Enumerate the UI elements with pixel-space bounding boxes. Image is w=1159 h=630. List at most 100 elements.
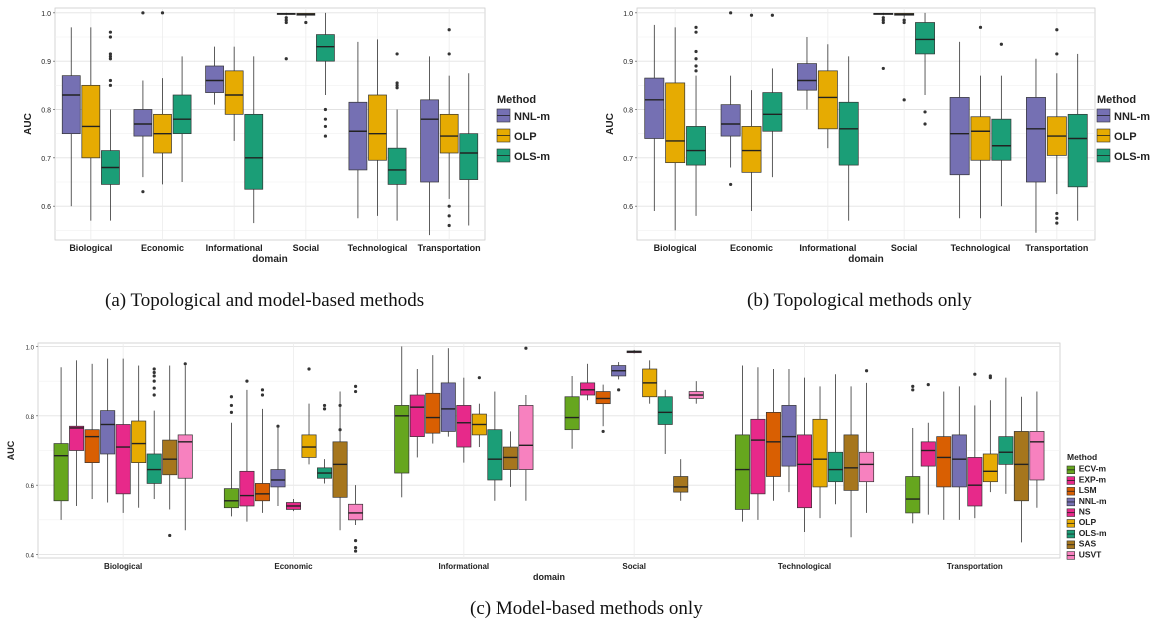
box-body — [741, 126, 762, 173]
x-tick-label: Biological — [654, 243, 697, 253]
outlier-point — [152, 374, 156, 378]
outlier-point — [923, 122, 927, 126]
outlier-point — [447, 52, 451, 56]
box-body — [828, 451, 844, 483]
outlier-point — [1055, 52, 1059, 56]
box-body — [244, 113, 264, 190]
box-body — [387, 147, 407, 185]
x-tick-label: Transportation — [1025, 243, 1088, 253]
outlier-point — [694, 30, 698, 34]
outlier-point — [694, 25, 698, 29]
box-body — [595, 391, 611, 405]
box-USVT-Biological — [177, 362, 193, 531]
outlier-point — [141, 190, 145, 194]
outlier-point — [447, 28, 451, 32]
box-NNL-m-Economic — [133, 11, 153, 194]
box-ECV-m-Economic — [223, 395, 239, 517]
box-OLS-m-Social — [657, 389, 673, 454]
box-body — [440, 382, 456, 432]
box-body — [205, 65, 224, 93]
x-tick-label: Transportation — [418, 243, 481, 253]
caption-b: (b) Topological methods only — [747, 290, 972, 311]
box-OLP-Social — [642, 360, 658, 404]
box-NNL-m-Informational — [440, 348, 456, 437]
x-tick-label: Economic — [274, 562, 313, 571]
box-ECV-m-Biological — [53, 367, 69, 520]
box-USVT-Transportation — [1029, 391, 1045, 508]
x-tick-label: Technological — [348, 243, 408, 253]
box-body — [762, 92, 783, 132]
chart-panel-b: 0.6 0.7 0.8 0.9 1.0 Biological Economic Informa… — [585, 0, 1159, 275]
box-body — [797, 63, 817, 91]
box-body — [859, 451, 875, 483]
outlier-point — [911, 388, 915, 392]
outlier-point — [999, 42, 1003, 46]
box-EXP-m-Social — [580, 363, 596, 401]
box-body — [425, 392, 441, 434]
box-OLP-Social — [296, 12, 316, 25]
box-body — [394, 405, 410, 474]
outlier-point — [284, 20, 288, 25]
box-SAS-Technological — [843, 386, 859, 538]
box-OLS-m-Transportation — [459, 73, 479, 226]
box-body — [223, 488, 239, 509]
outlier-point — [694, 64, 698, 68]
box-NNL-m-Technological — [348, 41, 368, 219]
legend-label-EXP-m: EXP-m — [1079, 474, 1107, 484]
box-OLP-Technological — [368, 39, 387, 216]
x-tick-label: Informational — [206, 243, 263, 253]
box-NS-Economic — [286, 499, 301, 512]
outlier-point — [322, 407, 327, 411]
legend-title: Method — [1067, 452, 1097, 462]
box-OLP-Transportation — [982, 374, 998, 493]
legend-label-USVT: USVT — [1079, 549, 1102, 559]
box-body — [970, 116, 991, 161]
box-SAS-Informational — [502, 431, 518, 487]
outlier-point — [152, 393, 156, 397]
box-EXP-m-Biological — [69, 360, 85, 506]
box-body — [224, 70, 244, 115]
box-body — [991, 118, 1012, 161]
legend-label-NNL-m: NNL-m — [1079, 496, 1107, 506]
outlier-point — [353, 384, 358, 388]
outlier-point — [152, 386, 156, 390]
box-OLS-m-Transportation — [998, 377, 1014, 494]
outlier-point — [183, 362, 187, 366]
box-OLP-Biological — [131, 365, 147, 508]
outlier-point — [353, 539, 358, 543]
box-OLS-m-Transportation — [1067, 53, 1088, 221]
outlier-point — [108, 57, 113, 61]
box-SAS-Biological — [162, 365, 178, 538]
box-body — [409, 394, 425, 437]
legend-label-NNL-m: NNL-m — [1114, 111, 1150, 123]
box-body — [162, 439, 178, 476]
outlier-point — [729, 182, 733, 187]
outlier-point — [353, 549, 358, 553]
box-body — [1067, 113, 1088, 188]
box-body — [905, 476, 921, 514]
outlier-point — [284, 57, 288, 61]
box-body — [580, 382, 596, 396]
box-body — [982, 453, 998, 483]
outlier-point — [881, 18, 885, 22]
box-body — [920, 441, 936, 467]
box-SAS-Transportation — [1013, 396, 1029, 543]
box-ECV-m-Technological — [734, 365, 750, 522]
outlier-point — [168, 533, 172, 538]
outlier-point — [152, 379, 156, 383]
y-tick-label: 0.7 — [623, 156, 633, 163]
box-body — [686, 126, 706, 166]
legend-label-OLS-m: OLS-m — [1079, 528, 1107, 538]
box-OLS-m-Economic — [172, 56, 192, 182]
box-USVT-Social — [688, 381, 704, 404]
x-tick-label: Social — [622, 562, 646, 571]
box-body — [843, 434, 859, 491]
box-body — [420, 99, 439, 183]
box-body — [301, 434, 317, 458]
box-NS-Biological — [115, 358, 131, 513]
box-body — [797, 434, 812, 509]
box-body — [1029, 431, 1045, 481]
legend-title: Method — [497, 94, 536, 106]
outlier-point — [902, 98, 906, 102]
outlier-point — [260, 393, 265, 397]
